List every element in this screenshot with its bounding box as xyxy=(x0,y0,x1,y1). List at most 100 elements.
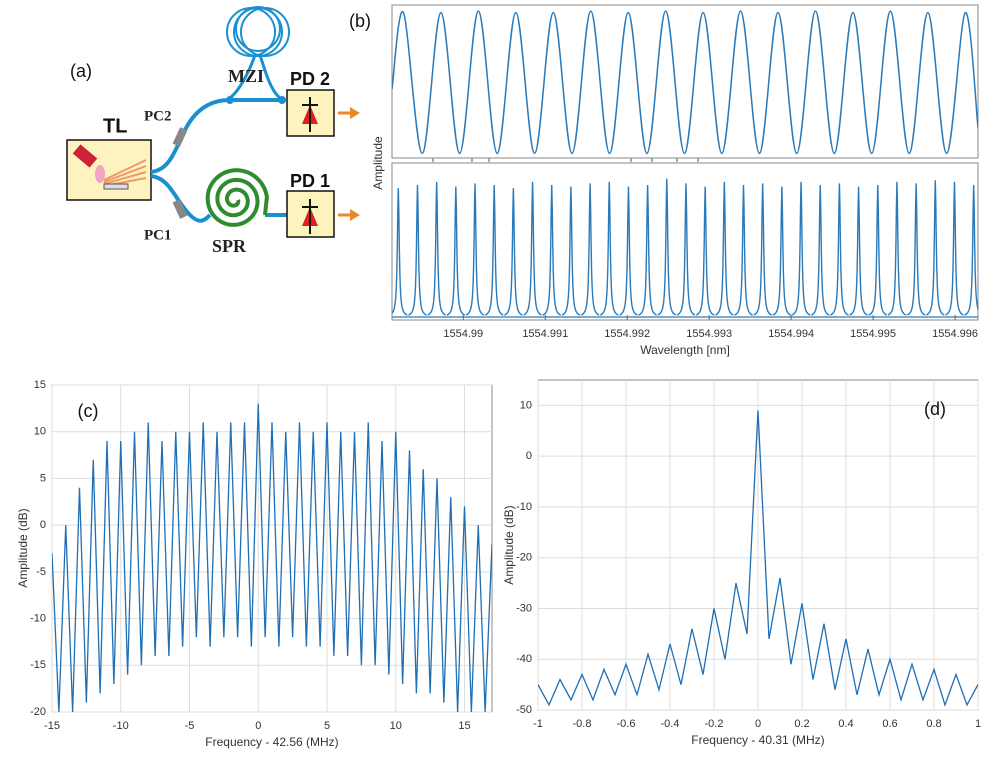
y-tick-label: 0 xyxy=(526,450,532,462)
resonance-peak xyxy=(504,188,523,316)
resonance-peak xyxy=(408,184,427,316)
resonance-peak xyxy=(427,181,446,316)
signal-line xyxy=(538,410,978,707)
y-tick-label: 5 xyxy=(40,472,46,484)
arrow xyxy=(350,107,360,221)
x-axis-label: Frequency - 40.31 (MHz) xyxy=(691,733,824,747)
node-label: PC1 xyxy=(144,227,172,243)
diode xyxy=(302,97,318,234)
y-tick-label: 15 xyxy=(34,379,46,391)
x-tick-label: 0.4 xyxy=(838,718,853,730)
y-tick-label: -50 xyxy=(516,704,532,716)
resonance-peak xyxy=(945,181,964,316)
resonance-peak xyxy=(580,183,600,316)
x-tick-label: -15 xyxy=(44,720,60,732)
y-tick-label: 0 xyxy=(40,519,46,531)
plot-marks xyxy=(392,178,978,318)
resonance-peak xyxy=(887,181,907,316)
resonance-peak xyxy=(638,184,657,316)
resonance-peak xyxy=(830,183,849,316)
x-tick-label: 0.2 xyxy=(794,718,809,730)
x-tick-label: 0.8 xyxy=(926,718,941,730)
resonance-peak xyxy=(465,183,485,316)
x-tick-label: -0.2 xyxy=(705,718,724,730)
resonance-peak xyxy=(561,186,581,316)
pc-icon xyxy=(172,199,188,219)
y-tick-label: 10 xyxy=(520,399,532,411)
x-axis-label: Wavelength [nm] xyxy=(640,343,730,357)
resonance-peak xyxy=(619,186,638,316)
node-label: PC2 xyxy=(144,108,172,124)
resonance-peak xyxy=(810,184,830,316)
plot-area xyxy=(391,4,979,159)
x-tick-label: 1554.991 xyxy=(522,328,568,340)
y-tick-label: -20 xyxy=(516,552,532,564)
resonance-peak xyxy=(868,184,888,316)
node-label: TL xyxy=(103,115,127,137)
fiber xyxy=(228,54,282,100)
resonance-peak xyxy=(715,181,734,316)
x-tick-label: -0.8 xyxy=(573,718,592,730)
x-tick-label: 1554.993 xyxy=(686,328,732,340)
resonance-peak xyxy=(849,186,868,316)
x-tick-label: 0.6 xyxy=(882,718,897,730)
grating xyxy=(103,183,129,190)
x-tick-label: 1554.995 xyxy=(850,328,896,340)
x-tick-label: -10 xyxy=(113,720,129,732)
resonance-peak xyxy=(695,186,715,316)
x-tick-label: -0.4 xyxy=(661,718,680,730)
x-tick-label: -1 xyxy=(533,718,543,730)
arrow xyxy=(338,111,352,217)
panel-label: (c) xyxy=(78,401,99,421)
signal-line xyxy=(52,403,492,712)
resonance-peak xyxy=(446,186,466,316)
lens xyxy=(95,165,105,183)
y-tick-label: -10 xyxy=(30,612,46,624)
mzi-coil xyxy=(226,6,290,57)
resonance-peak xyxy=(906,183,926,316)
resonance-peak xyxy=(542,184,562,316)
resonance-peak xyxy=(734,184,753,316)
x-tick-label: 1554.99 xyxy=(443,328,483,340)
x-tick-label: 1554.996 xyxy=(932,328,978,340)
plot-marks xyxy=(392,10,978,155)
plot-marks xyxy=(52,403,492,712)
y-tick-label: -20 xyxy=(30,706,46,718)
laser-icon xyxy=(72,144,98,168)
resonance-peak xyxy=(925,180,945,316)
rainbow xyxy=(103,159,147,187)
node-label: PD 2 xyxy=(290,69,330,89)
resonance-peak xyxy=(964,184,978,316)
resonance-peak xyxy=(753,183,772,316)
x-axis-label: Frequency - 42.56 (MHz) xyxy=(205,735,338,749)
resonance-peak xyxy=(791,181,811,316)
x-tick-label: -0.6 xyxy=(617,718,636,730)
plot-marks xyxy=(538,410,978,707)
x-tick-label: 1 xyxy=(975,718,981,730)
x-tick-label: 10 xyxy=(390,720,402,732)
x-tick-label: 1554.994 xyxy=(768,328,814,340)
spr-spiral xyxy=(205,168,269,227)
x-tick-label: 0 xyxy=(755,718,761,730)
x-tick-label: -5 xyxy=(185,720,195,732)
pc-icon xyxy=(172,127,188,147)
resonance-peak xyxy=(772,186,792,316)
node-label: SPR xyxy=(212,236,247,256)
setup-diagram: (a) TL PC2 PC1 MZI SPR PD 2 PD 1 xyxy=(66,6,360,256)
signal-line xyxy=(392,10,978,155)
resonance-peak xyxy=(657,178,677,316)
panel-label: (d) xyxy=(924,399,946,419)
resonance-peak xyxy=(484,184,504,316)
x-tick-label: 0 xyxy=(255,720,261,732)
y-tick-label: -5 xyxy=(36,566,46,578)
y-axis-label: Amplitude xyxy=(371,136,385,190)
node-label: MZI xyxy=(228,66,264,86)
y-tick-label: -15 xyxy=(30,659,46,671)
resonance-peak xyxy=(392,188,408,316)
panel-label: (a) xyxy=(70,61,92,81)
y-tick-label: -10 xyxy=(516,501,532,513)
y-tick-label: -30 xyxy=(516,602,532,614)
node-label: PD 1 xyxy=(290,171,330,191)
y-tick-label: -40 xyxy=(516,653,532,665)
